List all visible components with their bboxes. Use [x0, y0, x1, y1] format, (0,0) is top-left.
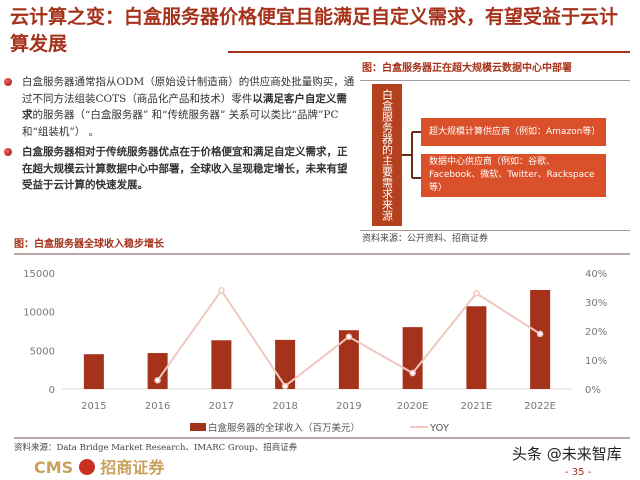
bar: [275, 339, 296, 389]
page-title: 云计算之变：白盒服务器价格便宜且能满足自定义需求，有望受益于云计算发展: [10, 6, 619, 55]
chart-source: 资料来源：Data Bridge Market Research、IMARC G…: [14, 443, 298, 453]
bullet-bold: 以满足客户自定义需求: [22, 92, 347, 122]
logo-cms: CMS: [34, 458, 74, 477]
bullet-list: 白盒服务器通常指从ODM（原始设计制造商）的供应商处批量购买，通过不同方法组装C…: [4, 74, 357, 198]
logo: CMS 招商证券: [34, 458, 164, 477]
revenue-chart: 0 5000 10000 15000 0% 10% 20% 30% 40% 2015 2016 201…: [23, 269, 607, 434]
y-right-tick: 40%: [585, 269, 607, 280]
x-tick: 2017: [209, 401, 234, 412]
y-left-tick: 10000: [23, 308, 55, 319]
divider: [360, 230, 630, 231]
y-right-tick: 0%: [585, 385, 601, 396]
x-tick: 2016: [145, 401, 170, 412]
x-tick: 2022E: [524, 401, 556, 412]
bullet-text: 的服务器（“白盒服务器” 和“传统服务器” 关系可以类比“品牌”PC和“组装机”…: [22, 109, 339, 138]
divider: [360, 80, 630, 81]
yoy-point: [154, 377, 161, 384]
x-tick: 2015: [81, 401, 106, 412]
x-tick: 2018: [272, 401, 297, 412]
divider: [14, 437, 630, 439]
bullet-bold: 白盒服务器相对于传统服务器优点在于价格便宜和满足自定义需求，正在超大规模云计算数…: [22, 146, 348, 191]
watermark: 头条 @未来智库: [512, 445, 622, 463]
yoy-point: [281, 382, 289, 390]
logo-mark-icon: [78, 459, 95, 475]
x-tick: 2019: [336, 401, 361, 412]
diagram-source: 资料来源：公开资料、招商证券: [362, 234, 489, 244]
yoy-point: [473, 290, 480, 297]
bullet-1: 白盒服务器通常指从ODM（原始设计制造商）的供应商处批量购买，通过不同方法组装C…: [4, 74, 357, 140]
y-right-tick: 20%: [585, 327, 607, 338]
bullet-2: 白盒服务器相对于传统服务器优点在于价格便宜和满足自定义需求，正在超大规模云计算数…: [4, 144, 357, 194]
yoy-point: [218, 287, 225, 294]
legend-bar-label: 白盒服务器的全球收入（百万美元）: [208, 422, 360, 434]
bar: [530, 290, 551, 389]
bullet-dot-icon: [4, 148, 12, 156]
bullet-text: 白盒服务器通常指从ODM（原始设计制造商）的供应商处批量购买，通过不同方法组装C…: [22, 76, 355, 105]
y-right-tick: 10%: [585, 356, 607, 367]
chart-title: 图：白盒服务器全球收入稳步增长: [14, 239, 164, 250]
x-tick: 2021E: [460, 401, 492, 412]
diagram-title: 图：白盒服务器正在超大规模云数据中心中部署: [362, 63, 572, 74]
yoy-point: [536, 330, 544, 338]
x-tick: 2020E: [397, 401, 429, 412]
diagram-root: 白盒服务器的主要需求来源: [372, 84, 402, 226]
diagram-bracket: [402, 131, 424, 179]
legend-line-label: YOY: [429, 423, 450, 434]
bar: [83, 354, 104, 389]
y-right-tick: 30%: [585, 298, 607, 309]
bar: [402, 327, 423, 389]
bar: [466, 306, 487, 389]
yoy-point: [345, 333, 353, 341]
diagram-branch-1: 超大规模计算供应商（例如：Amazon等）: [421, 118, 606, 146]
logo-cn: 招商证券: [100, 458, 165, 477]
yoy-point: [409, 369, 416, 377]
page-number: - 35 -: [565, 467, 592, 478]
legend-bar-swatch: [190, 423, 206, 431]
bullet-dot-icon: [4, 78, 12, 86]
y-left-tick: 15000: [23, 269, 55, 280]
title-underline: [228, 51, 630, 53]
bar: [147, 353, 168, 389]
y-left-tick: 5000: [30, 346, 55, 357]
y-left-tick: 0: [49, 385, 55, 396]
bar: [211, 340, 232, 389]
divider: [14, 253, 630, 255]
diagram-branch-2: 数据中心供应商（例如：谷歌、Facebook、微软、Twitter、Racksp…: [421, 154, 606, 197]
bar: [338, 330, 359, 389]
